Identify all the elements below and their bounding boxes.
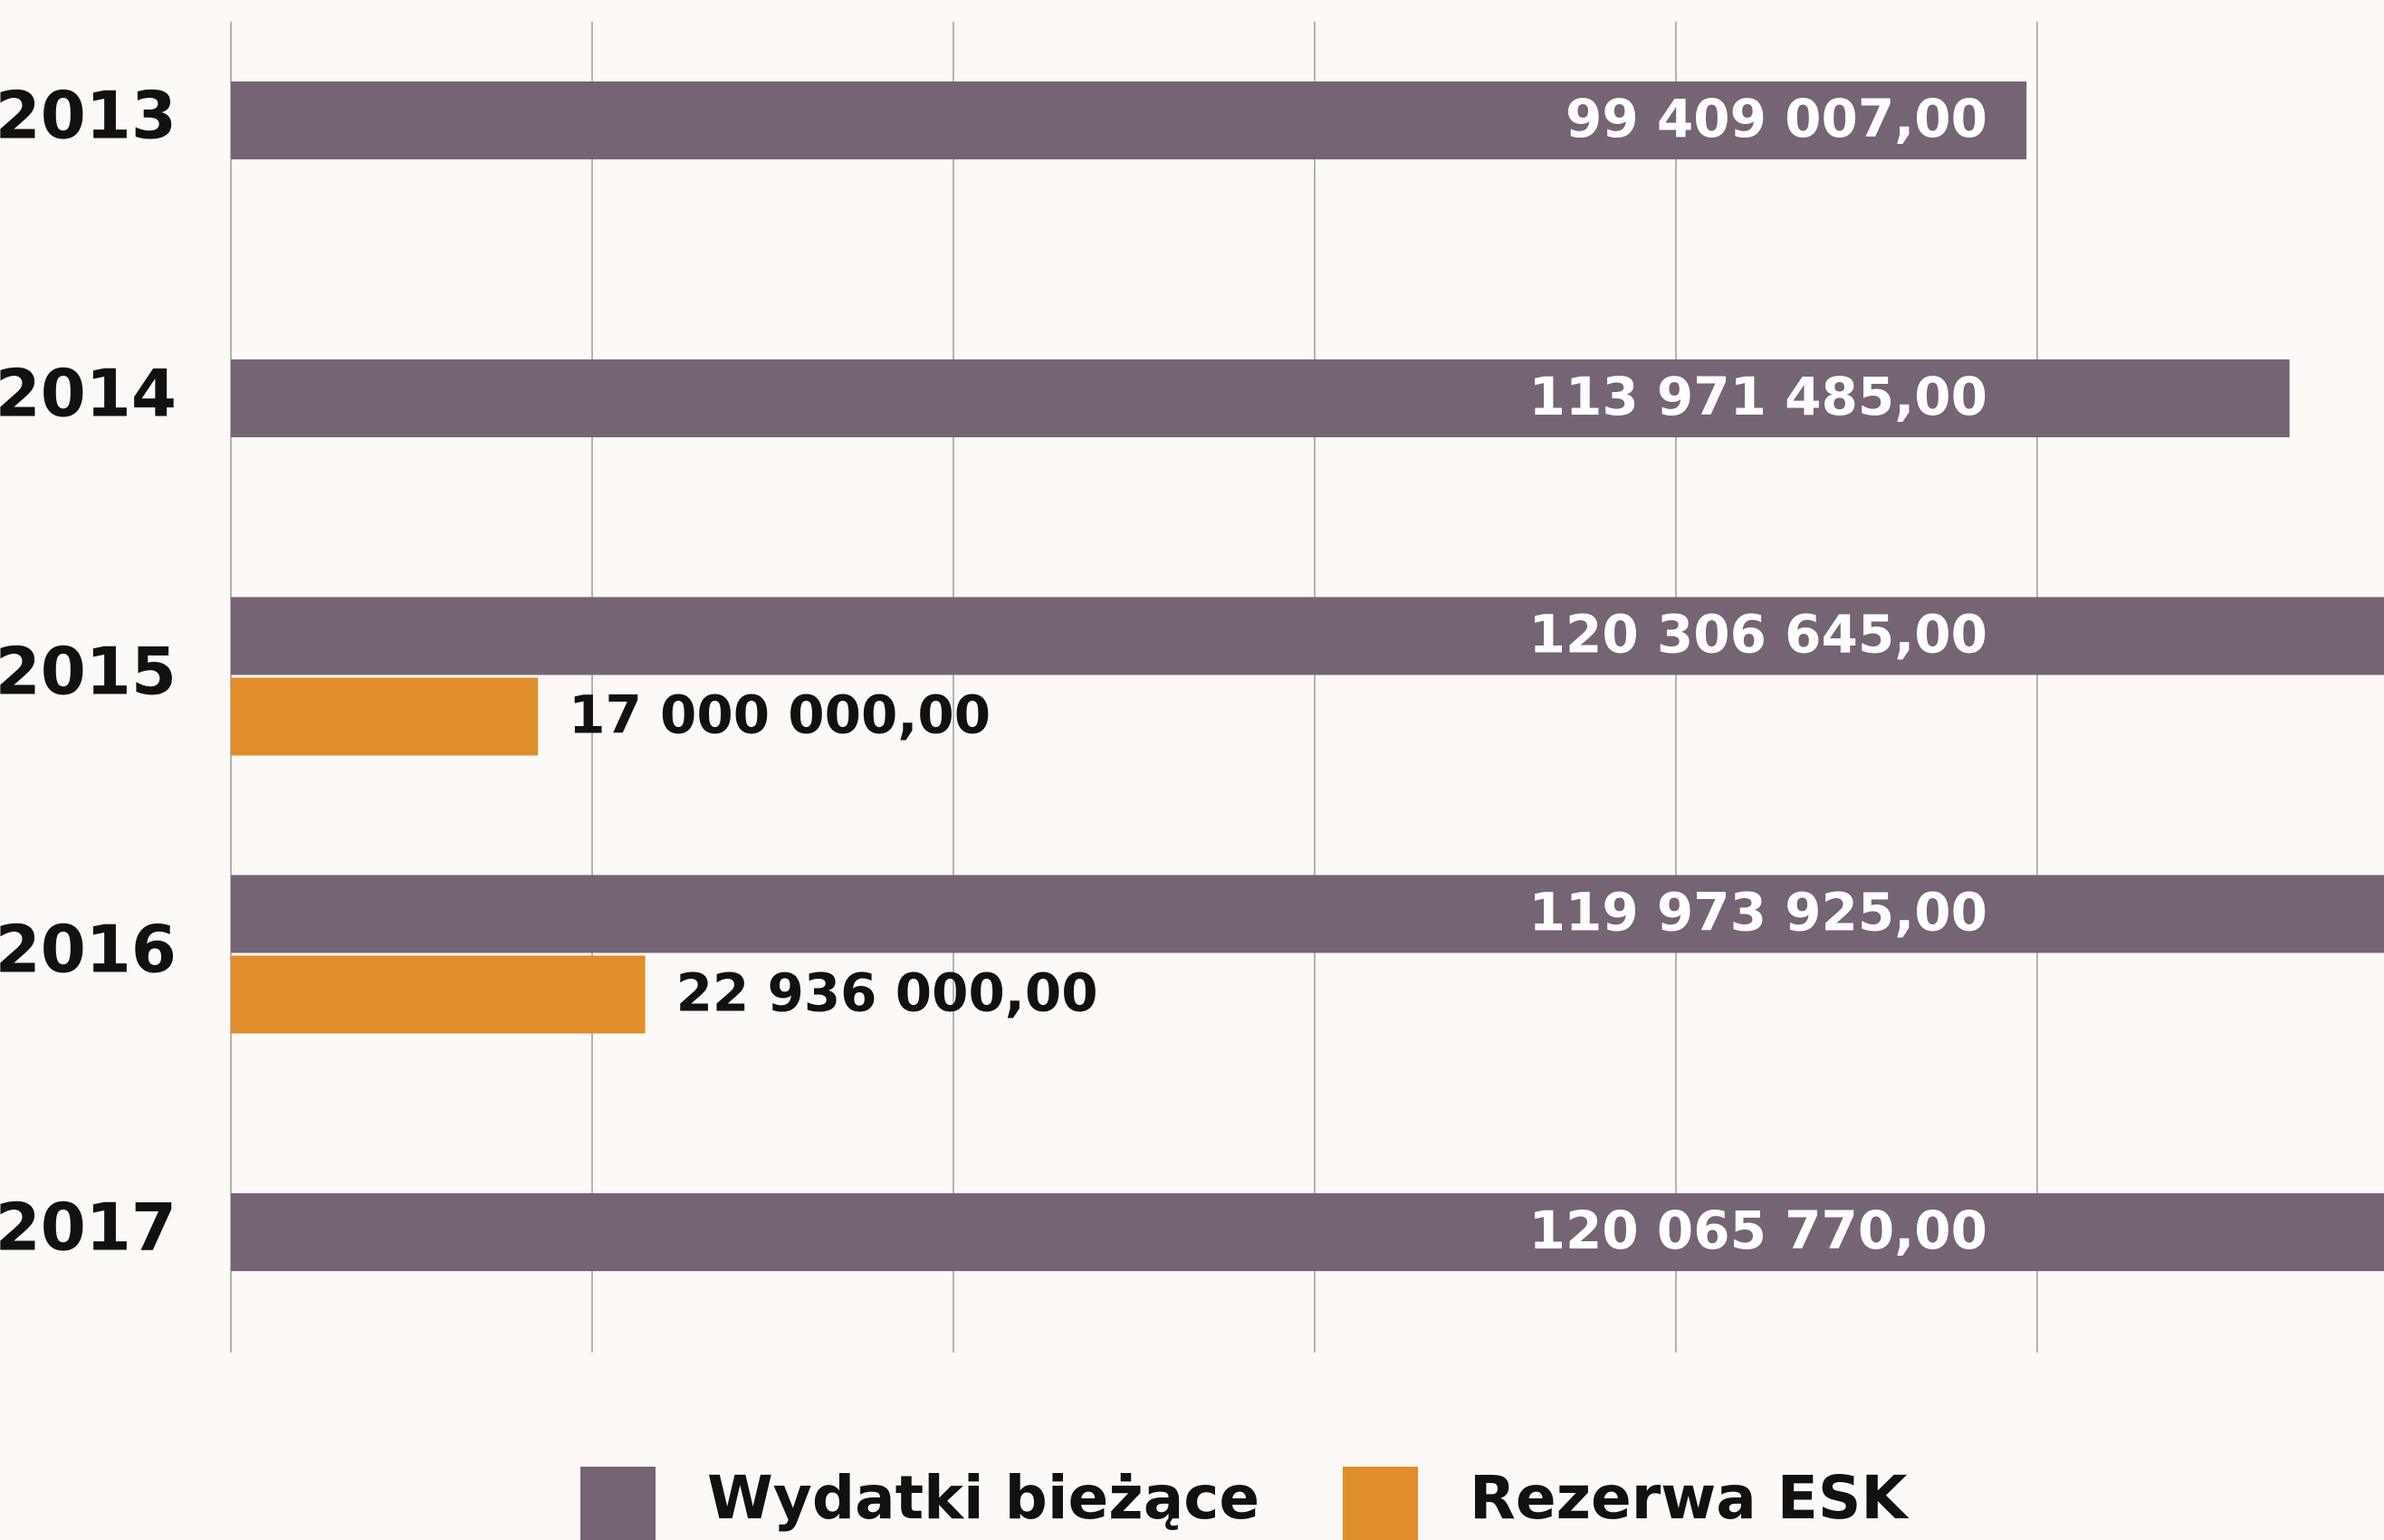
bar — [231, 1193, 2384, 1271]
bar — [231, 955, 646, 1034]
y-tick-label: 2015 — [0, 634, 177, 710]
value-label: 17 000 000,00 — [569, 684, 991, 746]
legend-label: Rezerwa ESK — [1470, 1463, 1910, 1533]
bar — [231, 677, 539, 756]
value-label: 22 936 000,00 — [676, 962, 1098, 1024]
value-label: 120 065 770,00 — [1529, 1200, 1987, 1261]
legend-swatch — [580, 1467, 656, 1540]
y-tick-label: 2016 — [0, 912, 177, 988]
bar — [231, 359, 2290, 437]
value-label: 120 306 645,00 — [1529, 604, 1987, 665]
legend-label: Wydatki bieżące — [707, 1463, 1259, 1533]
value-label: 99 409 007,00 — [1565, 88, 1987, 149]
bar — [231, 81, 2027, 159]
bar — [231, 597, 2384, 675]
value-label: 119 973 925,00 — [1529, 882, 1987, 943]
y-tick-label: 2013 — [0, 78, 177, 154]
bar — [231, 875, 2384, 953]
value-label: 113 971 485,00 — [1529, 366, 1987, 427]
y-tick-label: 2014 — [0, 356, 177, 432]
y-tick-label: 2017 — [0, 1190, 177, 1266]
legend-swatch — [1343, 1467, 1418, 1540]
